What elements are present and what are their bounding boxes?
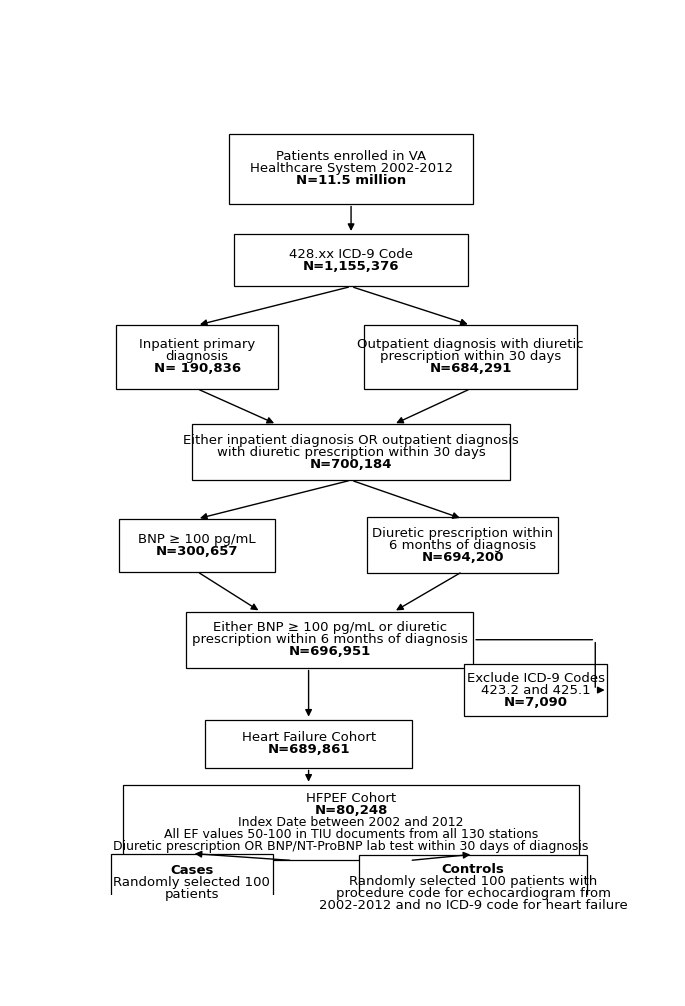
Text: Patients enrolled in VA: Patients enrolled in VA xyxy=(276,150,426,163)
Text: Either inpatient diagnosis OR outpatient diagnosis: Either inpatient diagnosis OR outpatient… xyxy=(183,434,519,447)
Text: Inpatient primary: Inpatient primary xyxy=(139,338,256,351)
Text: Diuretic prescription within: Diuretic prescription within xyxy=(372,527,553,539)
Text: N=684,291: N=684,291 xyxy=(429,362,512,375)
Text: Either BNP ≥ 100 pg/mL or diuretic: Either BNP ≥ 100 pg/mL or diuretic xyxy=(213,622,447,634)
FancyBboxPatch shape xyxy=(119,519,275,571)
Text: Controls: Controls xyxy=(442,863,505,876)
Text: prescription within 30 days: prescription within 30 days xyxy=(380,350,561,363)
Text: Cases: Cases xyxy=(170,864,214,877)
Text: 423.2 and 425.1: 423.2 and 425.1 xyxy=(481,683,590,696)
Text: N= 190,836: N= 190,836 xyxy=(153,362,240,375)
FancyBboxPatch shape xyxy=(192,425,510,480)
Text: N=1,155,376: N=1,155,376 xyxy=(303,260,399,273)
Text: N=11.5 million: N=11.5 million xyxy=(296,174,406,187)
FancyBboxPatch shape xyxy=(364,325,577,388)
Text: Heart Failure Cohort: Heart Failure Cohort xyxy=(242,731,375,744)
FancyBboxPatch shape xyxy=(205,719,412,768)
Text: N=80,248: N=80,248 xyxy=(314,804,388,817)
Text: procedure code for echocardiogram from: procedure code for echocardiogram from xyxy=(336,887,610,900)
Text: 6 months of diagnosis: 6 months of diagnosis xyxy=(389,538,536,551)
Text: HFPEF Cohort: HFPEF Cohort xyxy=(306,792,396,805)
Text: N=696,951: N=696,951 xyxy=(288,645,371,658)
FancyBboxPatch shape xyxy=(234,233,468,287)
FancyBboxPatch shape xyxy=(116,325,278,388)
Text: Outpatient diagnosis with diuretic: Outpatient diagnosis with diuretic xyxy=(357,338,584,351)
Text: Randomly selected 100: Randomly selected 100 xyxy=(113,876,271,889)
Text: 428.xx ICD-9 Code: 428.xx ICD-9 Code xyxy=(289,247,413,261)
Text: BNP ≥ 100 pg/mL: BNP ≥ 100 pg/mL xyxy=(138,533,256,545)
Text: Index Date between 2002 and 2012: Index Date between 2002 and 2012 xyxy=(238,816,464,829)
Text: Diuretic prescription OR BNP/NT-ProBNP lab test within 30 days of diagnosis: Diuretic prescription OR BNP/NT-ProBNP l… xyxy=(114,840,588,853)
FancyBboxPatch shape xyxy=(367,517,558,573)
Text: Healthcare System 2002-2012: Healthcare System 2002-2012 xyxy=(249,162,453,175)
Text: with diuretic prescription within 30 days: with diuretic prescription within 30 day… xyxy=(216,446,486,459)
FancyBboxPatch shape xyxy=(186,612,473,668)
Text: Exclude ICD-9 Codes: Exclude ICD-9 Codes xyxy=(466,672,605,684)
FancyBboxPatch shape xyxy=(229,134,473,203)
Text: prescription within 6 months of diagnosis: prescription within 6 months of diagnosi… xyxy=(192,633,468,646)
Text: 2002-2012 and no ICD-9 code for heart failure: 2002-2012 and no ICD-9 code for heart fa… xyxy=(319,899,627,912)
Text: All EF values 50-100 in TIU documents from all 130 stations: All EF values 50-100 in TIU documents fr… xyxy=(164,828,538,841)
Text: N=300,657: N=300,657 xyxy=(156,544,238,557)
FancyBboxPatch shape xyxy=(464,664,608,716)
Text: diagnosis: diagnosis xyxy=(166,350,229,363)
Text: N=694,200: N=694,200 xyxy=(421,550,503,563)
FancyBboxPatch shape xyxy=(123,785,580,860)
Text: N=7,090: N=7,090 xyxy=(503,695,568,708)
Text: Randomly selected 100 patients with: Randomly selected 100 patients with xyxy=(349,875,597,888)
Text: N=689,861: N=689,861 xyxy=(267,743,350,757)
FancyBboxPatch shape xyxy=(359,855,587,920)
Text: patients: patients xyxy=(164,888,219,901)
FancyBboxPatch shape xyxy=(111,854,273,912)
Text: N=700,184: N=700,184 xyxy=(310,458,393,471)
